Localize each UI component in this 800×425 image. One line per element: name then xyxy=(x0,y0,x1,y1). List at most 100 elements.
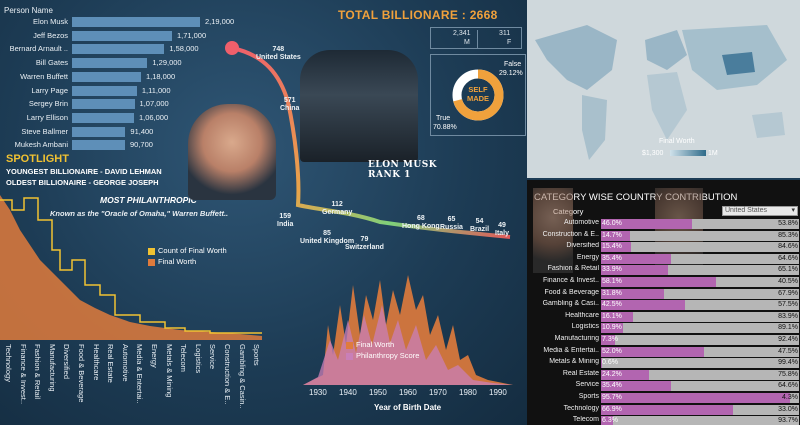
contribution-row[interactable]: Service 35.4% 64.6% xyxy=(527,380,800,392)
map-legend-label: Final Worth xyxy=(659,138,695,145)
country-count: 159 xyxy=(279,213,292,220)
contribution-row[interactable]: Finance & Invest.. 58.1% 40.5% xyxy=(527,276,800,288)
category-x-label: Manufacturing xyxy=(47,344,57,392)
bar-row[interactable]: Jeff Bezos 1,71,000 xyxy=(2,30,262,42)
contribution-row[interactable]: Food & Beverage 31.8% 67.9% xyxy=(527,288,800,300)
contribution-bar-fill xyxy=(601,242,632,253)
oldest-billionaire: OLDEST BILLIONAIRE - GEORGE JOSEPH xyxy=(6,178,159,187)
self-made-box: SELF MADE False 29.12% True 70.88% xyxy=(430,54,526,136)
category-name: Media & Entertai.. xyxy=(543,346,599,354)
contribution-row[interactable]: Real Estate 24.2% 75.8% xyxy=(527,369,800,381)
contribution-bar-bg xyxy=(601,311,799,322)
portrait-left xyxy=(533,188,573,273)
legend-item: Final Worth xyxy=(346,340,419,351)
contribution-row[interactable]: Automotive 46.0% 53.8% xyxy=(527,218,800,230)
contribution-row[interactable]: Technology 66.9% 33.0% xyxy=(527,404,800,416)
map-legend-max: 1M xyxy=(708,150,718,157)
contribution-row[interactable]: Diversified 15.4% 84.6% xyxy=(527,241,800,253)
worth-bar xyxy=(72,71,141,82)
contribution-pct: 0.6% xyxy=(602,359,618,367)
contribution-pct: 16.1% xyxy=(602,312,622,320)
worth-value: 91,400 xyxy=(130,126,154,136)
country-name: Brazil xyxy=(470,226,490,233)
bar-row[interactable]: Elon Musk 2,19,000 xyxy=(2,16,262,28)
category-name: Gambling & Casi.. xyxy=(542,300,599,308)
contribution-row[interactable]: Logistics 10.9% 89.1% xyxy=(527,322,800,334)
worth-value: 1,07,000 xyxy=(139,99,169,109)
category-chart-legend: Count of Final Worth Final Worth xyxy=(148,246,227,268)
contribution-bar-fill xyxy=(601,358,603,369)
contribution-rest-pct: 84.6% xyxy=(778,243,798,251)
category-name: Finance & Invest.. xyxy=(542,277,599,284)
contribution-row[interactable]: Media & Entertai.. 52.0% 47.5% xyxy=(527,346,800,358)
yob-tick: 1970 xyxy=(429,388,447,397)
contribution-bar-fill xyxy=(601,346,704,357)
category-contribution-panel: CATEGORY WISE COUNTRY CONTRIBUTION Categ… xyxy=(527,180,800,425)
bar-row[interactable]: Bernard Arnault .. 1,58,000 xyxy=(2,43,262,55)
contribution-row[interactable]: Manufacturing 7.3% 92.4% xyxy=(527,334,800,346)
contribution-pct: 35.4% xyxy=(602,254,622,262)
contribution-rest-pct: 57.5% xyxy=(778,301,798,309)
country-label: 748 United States xyxy=(256,46,301,62)
contribution-row[interactable]: Construction & E.. 14.7% 85.3% xyxy=(527,230,800,242)
path-start-dot xyxy=(225,41,239,55)
country-count: 748 xyxy=(272,46,285,53)
contribution-row[interactable]: Energy 35.4% 64.6% xyxy=(527,253,800,265)
contribution-row[interactable]: Healthcare 16.1% 83.9% xyxy=(527,311,800,323)
contribution-row[interactable]: Fashion & Retail 33.9% 65.1% xyxy=(527,264,800,276)
contribution-row[interactable]: Gambling & Casi.. 42.5% 57.5% xyxy=(527,299,800,311)
male-label: M xyxy=(464,39,470,46)
bar-row[interactable]: Larry Ellison 1,06,000 xyxy=(2,112,262,124)
bar-row[interactable]: Sergey Brin 1,07,000 xyxy=(2,98,262,110)
person-name: Steve Ballmer xyxy=(21,126,68,136)
world-map[interactable]: Final Worth $1,300 1M xyxy=(527,0,800,178)
yob-x-axis-label: Year of Birth Date xyxy=(374,403,442,412)
contribution-bar-fill xyxy=(601,300,686,311)
bar-row[interactable]: Larry Page 1,11,000 xyxy=(2,85,262,97)
contribution-rest-pct: 47.5% xyxy=(778,347,798,355)
country-count: 49 xyxy=(498,222,506,229)
contribution-rest-pct: 4.3% xyxy=(782,394,798,401)
category-name: Food & Beverage xyxy=(544,288,599,296)
contribution-pct: 52.0% xyxy=(602,347,622,355)
contribution-bar-fill xyxy=(601,219,693,229)
country-name: Switzerland xyxy=(345,244,384,251)
contribution-row[interactable]: Telecom 6.3% 93.7% xyxy=(527,415,800,425)
contribution-bar-bg xyxy=(601,381,799,392)
bar-row[interactable]: Steve Ballmer 91,400 xyxy=(2,126,262,138)
category-x-label: Diversified xyxy=(62,344,72,380)
legend-label: Philanthropy Score xyxy=(356,351,420,360)
country-label: 65 Russia xyxy=(440,216,463,232)
contribution-bar-bg xyxy=(601,288,799,299)
worth-bar xyxy=(72,140,125,151)
category-name: Metals & Mining xyxy=(549,358,599,366)
contribution-pct: 66.9% xyxy=(602,405,622,413)
contribution-bar-fill xyxy=(601,311,633,322)
elon-rank: RANK 1 xyxy=(368,170,411,180)
worth-bar xyxy=(72,85,137,96)
country-filter-dropdown[interactable]: United States ▾ xyxy=(722,206,798,216)
contribution-rest-pct: 83.9% xyxy=(778,312,798,320)
country-name: Hong Kong xyxy=(402,223,440,230)
contribution-row[interactable]: Sports 95.7% 4.3% xyxy=(527,392,800,404)
map-shapes xyxy=(535,25,787,160)
worth-value: 1,71,000 xyxy=(176,30,207,40)
yob-legend: Final Worth Philanthropy Score xyxy=(346,340,419,362)
contribution-bar-bg xyxy=(601,242,799,253)
country-name: United Kingdom xyxy=(300,238,355,245)
contribution-row[interactable]: Metals & Mining 0.6% 99.4% xyxy=(527,357,800,369)
category-x-label: Food & Beverage xyxy=(77,344,86,403)
country-label: 79 Switzerland xyxy=(345,236,384,252)
contribution-rest-pct: 64.6% xyxy=(778,254,798,262)
contribution-bar-bg xyxy=(601,416,799,425)
bar-row[interactable]: Warren Buffett 1,18,000 xyxy=(2,71,262,83)
chevron-down-icon: ▾ xyxy=(791,207,795,214)
bar-row[interactable]: Bill Gates 1,29,000 xyxy=(2,57,262,69)
category-name: Fashion & Retail xyxy=(547,265,599,273)
bar-row[interactable]: Mukesh Ambani 90,700 xyxy=(2,139,262,151)
country-name: China xyxy=(280,105,300,112)
europe-shape xyxy=(645,30,687,70)
legend-swatch xyxy=(346,353,353,360)
top-billionaires-chart: Person Name Elon Musk 2,19,000 Jeff Bezos 1… xyxy=(2,6,262,151)
yob-tick: 1930 xyxy=(309,388,327,397)
